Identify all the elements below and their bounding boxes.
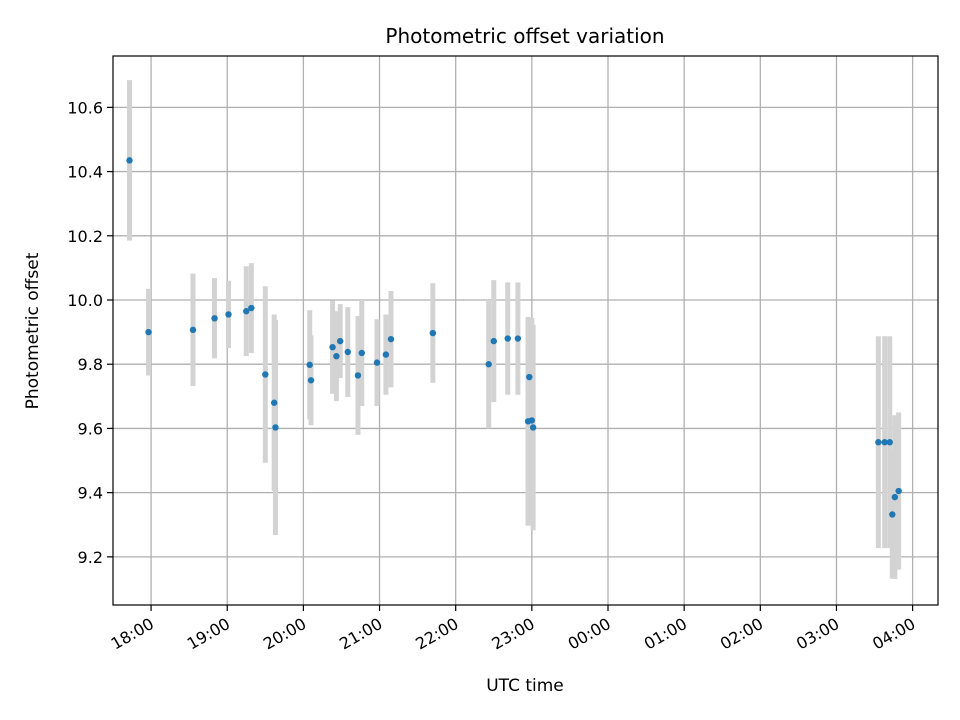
grid — [113, 56, 938, 605]
data-point — [875, 439, 882, 446]
y-tick-label: 9.6 — [78, 419, 103, 438]
data-point — [429, 329, 437, 337]
data-points — [126, 157, 902, 518]
data-point — [248, 304, 255, 312]
data-point — [490, 337, 497, 345]
data-point — [485, 361, 492, 368]
data-point — [895, 487, 902, 495]
data-point — [886, 439, 893, 446]
data-point — [504, 335, 511, 342]
x-tick-label: 21:00 — [336, 614, 385, 654]
x-tick-label: 20:00 — [260, 614, 309, 654]
data-point — [889, 511, 896, 518]
y-tick-label: 10.6 — [67, 98, 103, 117]
data-point — [514, 335, 522, 342]
x-tick-label: 00:00 — [565, 614, 614, 654]
data-point — [382, 351, 390, 358]
data-point — [387, 335, 395, 343]
data-point — [189, 326, 197, 334]
data-point — [528, 417, 536, 424]
x-axis-label: UTC time — [486, 676, 564, 696]
x-tick-label: 23:00 — [488, 614, 537, 654]
data-point — [307, 377, 315, 384]
y-tick-label: 9.8 — [78, 355, 103, 374]
data-point — [126, 157, 133, 164]
data-point — [262, 371, 269, 378]
x-tick-label: 02:00 — [717, 614, 766, 654]
data-point — [358, 349, 365, 357]
y-axis-label: Photometric offset — [23, 252, 43, 409]
data-point — [333, 352, 340, 360]
data-point — [243, 308, 250, 315]
y-tick-label: 9.4 — [78, 484, 103, 503]
data-point — [354, 372, 362, 379]
x-tick-label: 22:00 — [412, 614, 461, 654]
data-point — [272, 424, 279, 431]
data-point — [881, 439, 888, 446]
data-point — [344, 348, 352, 356]
data-point — [306, 361, 313, 369]
y-tick-label: 10.0 — [67, 291, 103, 310]
x-tick-label: 19:00 — [184, 614, 233, 654]
chart-title: Photometric offset variation — [385, 24, 664, 48]
y-tick-label: 10.2 — [67, 227, 103, 246]
data-point — [145, 328, 152, 336]
data-point — [270, 399, 278, 406]
data-point — [329, 343, 336, 351]
x-tick-label: 04:00 — [869, 614, 918, 654]
data-point — [529, 424, 537, 431]
y-tick-label: 9.2 — [78, 548, 103, 567]
error-bars — [127, 80, 902, 579]
data-point — [225, 311, 232, 318]
data-point — [336, 337, 344, 345]
x-tick-label: 03:00 — [793, 614, 842, 654]
y-tick-label: 10.4 — [67, 163, 103, 182]
x-tick-label: 18:00 — [108, 614, 157, 654]
data-point — [211, 315, 218, 322]
data-point — [891, 493, 899, 501]
data-point — [373, 359, 381, 366]
data-point — [526, 373, 533, 381]
x-tick-label: 01:00 — [641, 614, 690, 654]
plot-frame — [112, 55, 939, 606]
